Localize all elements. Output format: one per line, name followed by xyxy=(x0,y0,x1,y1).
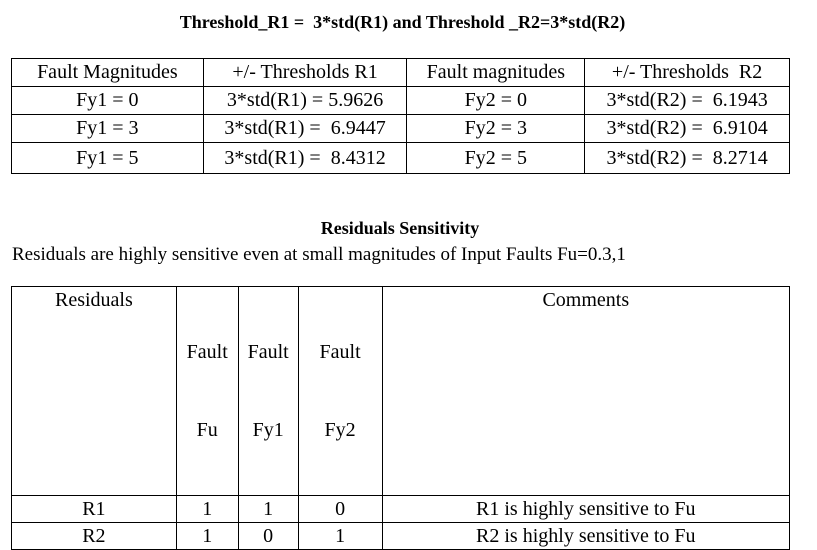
table-cell: R1 is highly sensitive to Fu xyxy=(381,495,791,523)
table-header-row: Residuals Fault Fu Fault Fy1 Fault Fy2 C… xyxy=(11,286,791,496)
table-cell: 1 xyxy=(175,522,239,550)
table-cell: R2 xyxy=(11,522,177,550)
header-line: Fault xyxy=(186,341,228,363)
table-cell: Fy1 = 3 xyxy=(11,114,204,143)
header-line: Fy2 xyxy=(324,419,356,441)
header-cell: Comments xyxy=(381,286,791,496)
table-row: Fy1 = 0 3*std(R1) = 5.9626 Fy2 = 0 3*std… xyxy=(11,86,790,115)
table-cell: Fy2 = 3 xyxy=(406,114,586,143)
header-cell: Fault Magnitudes xyxy=(11,58,204,87)
table-row: R2 1 0 1 R2 is highly sensitive to Fu xyxy=(11,522,791,550)
header-line: Fault xyxy=(319,341,361,363)
table-cell: 3*std(R2) = 6.1943 xyxy=(584,86,790,115)
table-header-row: Fault Magnitudes +/- Thresholds R1 Fault… xyxy=(11,58,790,87)
table-cell: 3*std(R1) = 6.9447 xyxy=(202,114,408,143)
table-row: Fy1 = 3 3*std(R1) = 6.9447 Fy2 = 3 3*std… xyxy=(11,114,790,143)
table-cell: Fy2 = 0 xyxy=(406,86,586,115)
sensitivity-table: Residuals Fault Fu Fault Fy1 Fault Fy2 C… xyxy=(11,286,791,550)
header-cell: Fault Fy1 xyxy=(237,286,299,496)
table-cell: R1 xyxy=(11,495,177,523)
table-cell: 3*std(R2) = 8.2714 xyxy=(584,142,790,174)
table-row: Fy1 = 5 3*std(R1) = 8.4312 Fy2 = 5 3*std… xyxy=(11,142,790,174)
header-cell: Fault Fy2 xyxy=(297,286,383,496)
section-title: Residuals Sensitivity xyxy=(320,218,480,238)
table-cell: Fy1 = 5 xyxy=(11,142,204,174)
table-cell: 1 xyxy=(297,522,383,550)
table-cell: 3*std(R2) = 6.9104 xyxy=(584,114,790,143)
table-cell: 0 xyxy=(297,495,383,523)
table-cell: 0 xyxy=(237,522,299,550)
thresholds-table: Fault Magnitudes +/- Thresholds R1 Fault… xyxy=(11,58,790,174)
table-cell: 1 xyxy=(237,495,299,523)
table-cell: Fy2 = 5 xyxy=(406,142,586,174)
header-cell: Fault Fu xyxy=(175,286,239,496)
header-cell: Residuals xyxy=(11,286,177,496)
section-text: Residuals are highly sensitive even at s… xyxy=(12,244,626,265)
header-cell: +/- Thresholds R2 xyxy=(584,58,790,87)
table-cell: 1 xyxy=(175,495,239,523)
table-cell: 3*std(R1) = 5.9626 xyxy=(202,86,408,115)
table-cell: Fy1 = 0 xyxy=(11,86,204,115)
header-cell: +/- Thresholds R1 xyxy=(202,58,408,87)
table-cell: 3*std(R1) = 8.4312 xyxy=(202,142,408,174)
header-line: Fy1 xyxy=(252,419,284,441)
header-line: Fu xyxy=(196,419,218,441)
table-cell: R2 is highly sensitive to Fu xyxy=(381,522,791,550)
header-line: Fault xyxy=(247,341,289,363)
header-cell: Fault magnitudes xyxy=(406,58,586,87)
page-title: Threshold_R1 = 3*std(R1) and Threshold _… xyxy=(179,12,626,32)
table-row: R1 1 1 0 R1 is highly sensitive to Fu xyxy=(11,495,791,523)
